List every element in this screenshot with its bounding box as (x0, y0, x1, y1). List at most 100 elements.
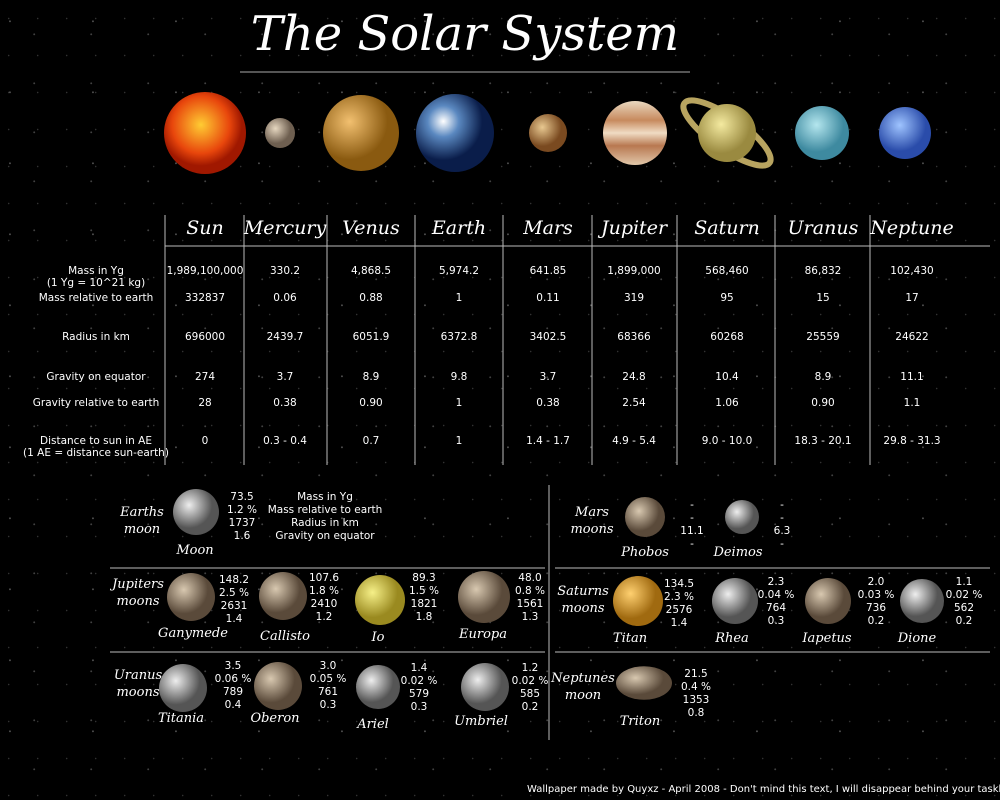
cell: 2439.7 (266, 331, 304, 343)
moon-name: Dione (897, 631, 937, 646)
moon-name: Phobos (621, 545, 669, 560)
moon-stat: 0.3 (319, 699, 337, 711)
group-title: Earths (120, 505, 164, 520)
group-title: Jupiters (112, 577, 164, 592)
cell: 24.8 (622, 371, 646, 383)
moon-stat: 1.2 (315, 611, 333, 623)
cell: 2.54 (622, 397, 646, 409)
cell: 0 (201, 435, 209, 447)
cell: 0.90 (811, 397, 835, 409)
jupiter (603, 101, 667, 165)
moon-stat: 1.2 % (226, 504, 258, 516)
cell: 1.4 - 1.7 (526, 435, 570, 447)
cell: 9.8 (450, 371, 468, 383)
cell: 1.06 (715, 397, 739, 409)
column-header: Venus (342, 217, 400, 239)
moon-stat: 3.0 (319, 660, 337, 672)
cell: 17 (905, 292, 919, 304)
moon-stat: 0.8 % (514, 585, 546, 597)
column-header: Jupiter (600, 217, 668, 239)
moon-stat: 0.4 % (680, 681, 712, 693)
cell: 6372.8 (440, 331, 478, 343)
cell: 0.06 (273, 292, 297, 304)
moon-name: Callisto (260, 629, 310, 644)
moon-name: Europa (459, 627, 507, 642)
cell: 0.3 - 0.4 (263, 435, 307, 447)
group-title: moon (123, 522, 161, 537)
moon-image (725, 500, 759, 534)
moon-stat: 1561 (516, 598, 544, 610)
cell: 1,899,000 (607, 265, 661, 277)
cell: 0.11 (536, 292, 560, 304)
cell: 24622 (895, 331, 929, 343)
moon-stat: 2.3 (767, 576, 785, 588)
moon-stat: 736 (865, 602, 887, 614)
cell: 696000 (184, 331, 226, 343)
cell: 641.85 (529, 265, 567, 277)
group-title: moon (564, 688, 602, 703)
moon-stat: 0.06 % (214, 673, 252, 685)
saturn (698, 104, 756, 162)
moon-image (461, 663, 509, 711)
moon-stat: 1.4 (670, 617, 688, 629)
moon-stat: 0.2 (955, 615, 973, 627)
moon-name: Moon (176, 543, 214, 558)
moon-stat: 2.5 % (218, 587, 250, 599)
moon-image (900, 579, 944, 623)
moon-image (254, 662, 302, 710)
moon-stat: 0.04 % (757, 589, 795, 601)
cell: 25559 (806, 331, 840, 343)
moon-image (805, 578, 851, 624)
column-header: Uranus (787, 217, 859, 239)
cell: 15 (816, 292, 830, 304)
moon-stat: 562 (953, 602, 975, 614)
moon-legend: Gravity on equator (275, 530, 375, 542)
moon-image (625, 497, 665, 537)
moon-image (355, 575, 405, 625)
footer: Wallpaper made by Quyxz - April 2008 - D… (527, 784, 1000, 795)
cell: 68366 (617, 331, 651, 343)
moon-stat: 1821 (410, 598, 438, 610)
neptune (879, 107, 931, 159)
group-title: moons (116, 594, 160, 609)
column-header: Sun (186, 217, 224, 239)
venus (323, 95, 399, 171)
cell: 1 (455, 397, 463, 409)
moon-stat: 761 (317, 686, 339, 698)
group-title: moons (116, 685, 160, 700)
moon-image (167, 573, 215, 621)
cell: 0.7 (362, 435, 380, 447)
moon-stat: - (690, 499, 694, 511)
group-title: Neptunes (551, 671, 615, 686)
moon-stat: 0.02 % (945, 589, 983, 601)
moon-stat: 1.6 (233, 530, 251, 542)
moon-stat: 0.8 (687, 707, 705, 719)
cell: 18.3 - 20.1 (794, 435, 852, 447)
moon-stat: 0.2 (867, 615, 885, 627)
moon-stat: 148.2 (218, 574, 250, 586)
moon-name: Ariel (357, 717, 389, 732)
moon-name: Rhea (715, 631, 749, 646)
column-header: Earth (431, 217, 487, 239)
moon-stat: 0.02 % (511, 675, 549, 687)
cell: 60268 (710, 331, 744, 343)
moon-stat: - (690, 512, 694, 524)
moon-stat: 73.5 (230, 491, 254, 503)
cell: 6051.9 (352, 331, 390, 343)
moon-stat: 0.3 (410, 701, 428, 713)
title: The Solar System (250, 6, 680, 62)
group-title: Mars (575, 505, 609, 520)
row-label: Gravity relative to earth (32, 397, 160, 409)
cell: 3.7 (539, 371, 557, 383)
moon-image (613, 576, 663, 626)
moon-stat: 1737 (228, 517, 256, 529)
row-label: Radius in km (62, 331, 130, 343)
moon-stat: 789 (222, 686, 244, 698)
moon-stat: 11.1 (680, 525, 704, 537)
moon-legend: Mass relative to earth (267, 504, 383, 516)
column-header: Neptune (870, 217, 954, 239)
cell: 274 (194, 371, 216, 383)
moon-stat: 0.4 (224, 699, 242, 711)
moon-stat: 48.0 (518, 572, 542, 584)
moon-image (458, 571, 510, 623)
